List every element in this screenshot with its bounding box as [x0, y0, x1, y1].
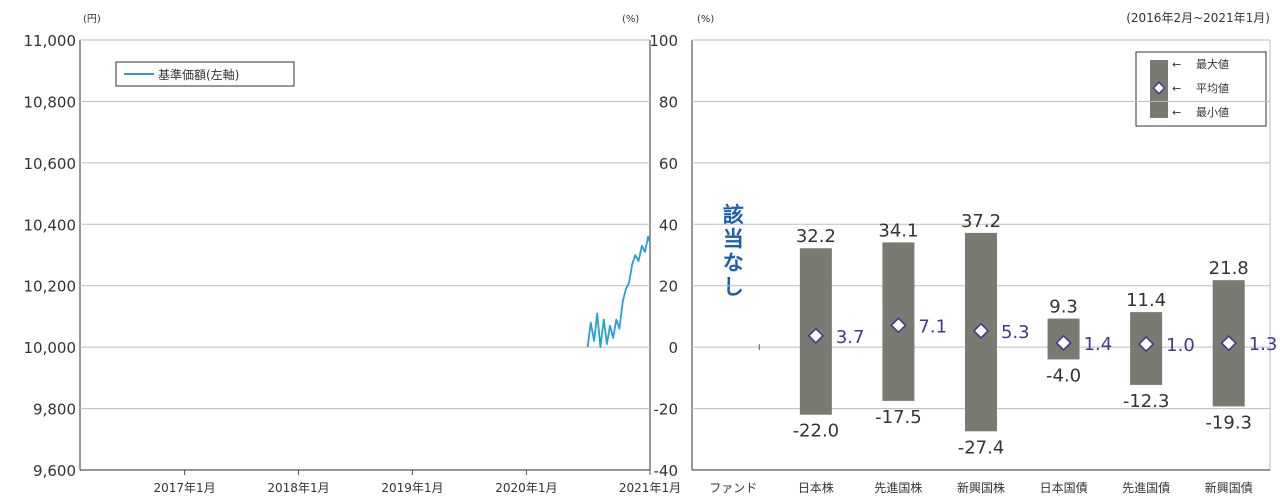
mid-y-tick-label: 40: [659, 216, 678, 234]
na-char: し: [723, 275, 744, 299]
left-x-tick-label: 2018年1月: [267, 481, 329, 495]
range-bars: 32.2 3.7 -22.0 34.1 7.1 -17.5 37.2 5.3 -27.4 9.3 1…: [793, 211, 1278, 458]
left-y-tick-label: 9,600: [33, 462, 76, 480]
mid-y-tick-label: 20: [659, 278, 678, 296]
line-series: [586, 235, 651, 349]
min-value-label: -27.4: [958, 437, 1005, 458]
min-value-label: -4.0: [1046, 365, 1081, 386]
avg-marker: [1220, 334, 1237, 352]
line-legend-label: 基準価額(左軸): [158, 67, 239, 82]
left-y-tick-label: 10,400: [24, 216, 77, 234]
left-y-unit: (円): [83, 14, 101, 25]
legend-arrow-min: ←: [1172, 106, 1181, 119]
max-value-label: 9.3: [1049, 297, 1078, 318]
avg-value-label: 5.3: [1001, 322, 1030, 343]
left-x-tick-label: 2021年1月: [619, 481, 681, 495]
avg-value-label: 1.3: [1249, 334, 1278, 355]
category-label: 新興国株: [957, 480, 1005, 495]
left-y-tick-label: 10,200: [24, 278, 77, 296]
min-value-label: -17.5: [875, 407, 922, 428]
left-x-tick-label: 2020年1月: [495, 481, 557, 495]
period-label: (2016年2月~2021年1月): [1126, 11, 1270, 25]
right-y-unit: (%): [697, 14, 714, 25]
avg-marker: [890, 317, 907, 334]
avg-value-label: 1.4: [1084, 334, 1113, 355]
na-char: 該: [723, 203, 744, 227]
legend-max-label: 最大値: [1196, 57, 1229, 71]
category-label: 先進国株: [874, 480, 922, 495]
avg-value-label: 1.0: [1166, 335, 1195, 356]
left-x-tick-label: 2017年1月: [153, 481, 215, 495]
category-label: 新興国債: [1205, 480, 1253, 495]
avg-value-label: 3.7: [836, 327, 865, 348]
mid-y-tick-label: 100: [649, 32, 678, 50]
category-label: 日本株: [798, 480, 834, 495]
avg-marker: [972, 322, 990, 340]
mid-y-tick-label: -40: [654, 462, 679, 480]
legend-arrow-avg: ←: [1172, 82, 1181, 95]
mid-y-tick-label: 80: [659, 93, 678, 111]
line-legend: 基準価額(左軸): [115, 61, 295, 87]
left-y-tick-label: 9,800: [33, 401, 76, 419]
legend-min-label: 最小値: [1196, 106, 1229, 119]
left-y-tick-label: 10,600: [24, 155, 77, 173]
na-char: 当: [723, 227, 744, 251]
na-char: な: [723, 251, 744, 275]
mid-y-tick-label: -20: [654, 401, 679, 419]
category-label: ファンド: [709, 481, 757, 495]
avg-marker: [1055, 334, 1072, 352]
avg-value-label: 7.1: [918, 316, 947, 337]
left-y-tick-label: 10,000: [24, 339, 77, 357]
left-y-tick-label: 11,000: [24, 32, 77, 50]
legend-avg-label: 平均値: [1196, 82, 1229, 95]
max-value-label: 34.1: [878, 220, 918, 241]
range-legend: 最大値 平均値 最小値 ← ← ←: [1135, 51, 1267, 127]
grid-lines: [80, 39, 1270, 410]
avg-marker: [1137, 335, 1155, 353]
left-y-tick-label: 10,800: [24, 93, 77, 111]
avg-marker: [807, 327, 825, 344]
mid-y-tick-label: 60: [659, 155, 678, 173]
plot-frame: [79, 40, 1271, 471]
left-x-tick-label: 2019年1月: [381, 481, 443, 495]
min-value-label: -22.0: [793, 421, 840, 442]
category-label: 日本国債: [1040, 480, 1088, 495]
max-value-label: 11.4: [1126, 290, 1166, 311]
category-label: 先進国債: [1122, 480, 1170, 495]
max-value-label: 37.2: [961, 211, 1001, 232]
range-legend-marker: [1152, 81, 1166, 95]
legend-arrow-max: ←: [1172, 58, 1181, 71]
mid-y-tick-label: 0: [668, 339, 678, 357]
min-value-label: -19.3: [1205, 412, 1252, 433]
max-value-label: 32.2: [796, 226, 836, 247]
max-value-label: 21.8: [1209, 258, 1249, 279]
left-plot-right-y-unit: (%): [622, 14, 639, 25]
nav-line: [586, 235, 651, 349]
axis-ticks: 11,000 100 10,800 80 10,600 60 10,400 40 10,200 2…: [24, 32, 1253, 495]
min-value-label: -12.3: [1123, 391, 1170, 412]
